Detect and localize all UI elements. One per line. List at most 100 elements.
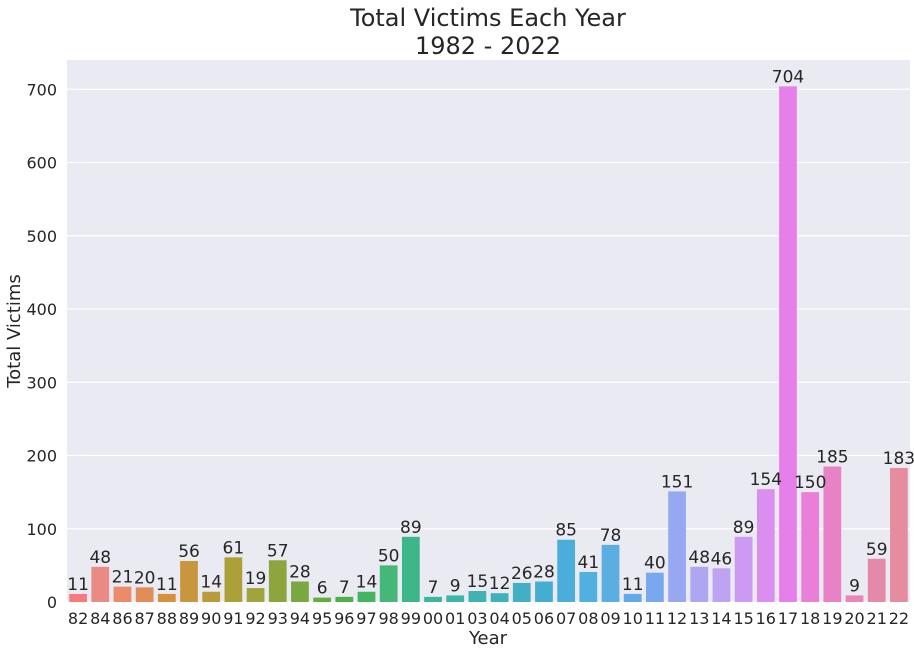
y-tick-label: 300 xyxy=(26,373,57,392)
x-tick-label: 86 xyxy=(112,609,132,628)
data-label: 20 xyxy=(134,568,156,588)
data-label: 185 xyxy=(816,448,848,468)
x-tick-label: 99 xyxy=(401,609,421,628)
bar-21 xyxy=(867,558,886,602)
x-tick-label: 08 xyxy=(578,609,598,628)
bar-07 xyxy=(557,539,576,602)
data-label: 183 xyxy=(883,449,914,469)
bar-96 xyxy=(335,596,354,602)
bar-18 xyxy=(801,492,820,602)
data-label: 28 xyxy=(533,562,555,582)
data-label: 48 xyxy=(89,548,111,568)
bar-90 xyxy=(202,591,221,602)
x-axis-ticks: 82 84 86 87 88 89 90 91 92 93 94 95 96 97 98 99 00 01 03 04… xyxy=(68,609,909,628)
bar-86 xyxy=(113,586,132,602)
y-tick-label: 200 xyxy=(26,447,57,466)
bar-12 xyxy=(668,491,686,602)
x-tick-label: 07 xyxy=(556,609,576,628)
x-tick-label: 15 xyxy=(733,609,753,628)
y-tick-label: 400 xyxy=(26,300,57,319)
data-label: 26 xyxy=(511,564,533,584)
x-tick-label: 97 xyxy=(356,609,376,628)
x-tick-label: 22 xyxy=(889,609,909,628)
data-label: 61 xyxy=(223,538,245,558)
x-tick-label: 82 xyxy=(68,609,88,628)
data-label: 46 xyxy=(711,549,733,569)
data-label: 11 xyxy=(156,575,178,595)
data-label: 11 xyxy=(67,575,89,595)
data-label: 154 xyxy=(750,470,782,490)
bar-00 xyxy=(424,596,442,602)
x-tick-label: 04 xyxy=(489,609,509,628)
data-label: 19 xyxy=(245,569,267,589)
data-label: 7 xyxy=(428,578,439,598)
bar-94 xyxy=(291,581,309,602)
bar-11 xyxy=(646,572,664,602)
y-tick-label: 0 xyxy=(47,593,57,612)
bar-15 xyxy=(734,536,753,602)
bar-97 xyxy=(357,591,376,602)
bar-93 xyxy=(268,560,287,602)
bar-16 xyxy=(756,489,775,602)
data-label: 9 xyxy=(849,576,860,596)
bar-84 xyxy=(91,566,110,602)
bar-13 xyxy=(690,566,709,602)
bar-89 xyxy=(180,560,198,602)
x-tick-label: 93 xyxy=(268,609,288,628)
data-label: 40 xyxy=(644,554,666,574)
data-label: 28 xyxy=(289,562,311,582)
x-tick-label: 94 xyxy=(290,609,310,628)
data-label: 14 xyxy=(356,573,378,593)
x-tick-label: 18 xyxy=(800,609,820,628)
bar-01 xyxy=(446,595,465,602)
data-label: 78 xyxy=(600,526,622,546)
data-label: 150 xyxy=(794,473,826,493)
chart-title-line2: 1982 - 2022 xyxy=(415,32,561,60)
data-label: 704 xyxy=(772,67,804,87)
data-label: 85 xyxy=(555,521,577,541)
data-label: 11 xyxy=(622,575,644,595)
data-label: 41 xyxy=(578,553,600,573)
data-label: 6 xyxy=(317,579,328,599)
data-label: 89 xyxy=(733,518,755,538)
data-label: 57 xyxy=(267,541,289,561)
data-label: 89 xyxy=(400,518,422,538)
x-tick-label: 00 xyxy=(423,609,443,628)
x-tick-label: 17 xyxy=(778,609,798,628)
x-tick-label: 03 xyxy=(467,609,487,628)
x-tick-label: 13 xyxy=(689,609,709,628)
bar-03 xyxy=(468,591,487,602)
data-label: 15 xyxy=(467,572,489,592)
data-label: 48 xyxy=(688,548,710,568)
bar-92 xyxy=(246,588,265,602)
bar-20 xyxy=(845,595,864,602)
data-label: 9 xyxy=(450,576,461,596)
y-tick-label: 700 xyxy=(26,80,57,99)
data-label: 14 xyxy=(200,573,222,593)
bar-19 xyxy=(823,466,842,602)
bars xyxy=(69,86,908,603)
bar-22 xyxy=(890,467,908,602)
bar-82 xyxy=(69,593,87,602)
data-label: 56 xyxy=(178,542,200,562)
x-tick-label: 98 xyxy=(378,609,398,628)
x-axis-label: Year xyxy=(468,628,508,649)
y-axis-ticks: 0 100 200 300 400 500 600 700 xyxy=(26,80,57,612)
x-tick-label: 11 xyxy=(645,609,665,628)
x-tick-label: 96 xyxy=(334,609,354,628)
chart-title-line1: Total Victims Each Year xyxy=(349,4,626,32)
bar-99 xyxy=(401,536,420,602)
bar-09 xyxy=(601,544,620,602)
x-tick-label: 14 xyxy=(711,609,731,628)
bar-04 xyxy=(490,593,509,602)
bar-87 xyxy=(135,587,154,602)
data-label: 59 xyxy=(866,540,888,560)
data-label: 50 xyxy=(378,546,400,566)
bar-17 xyxy=(779,86,797,603)
data-label: 151 xyxy=(661,472,693,492)
x-tick-label: 21 xyxy=(867,609,887,628)
x-tick-label: 10 xyxy=(623,609,643,628)
y-tick-label: 600 xyxy=(26,154,57,173)
x-tick-label: 09 xyxy=(600,609,620,628)
x-tick-label: 89 xyxy=(179,609,199,628)
